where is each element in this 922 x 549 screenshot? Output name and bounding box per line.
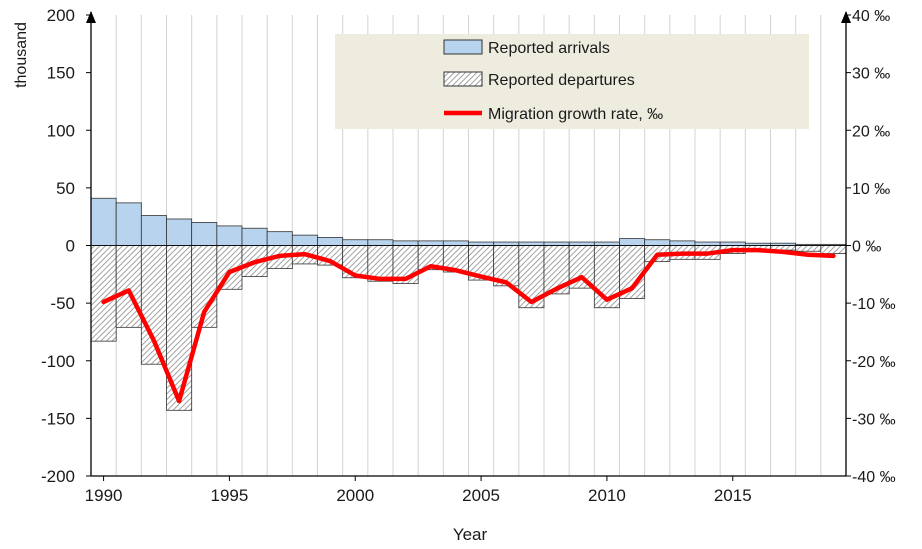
legend-swatch-departures <box>443 71 483 87</box>
bar-arrivals-1997 <box>266 231 293 246</box>
right-tick-label: 10 ‰ <box>852 181 890 198</box>
bar-arrivals-2001 <box>367 239 394 246</box>
left-tick-label: -100 <box>41 352 75 371</box>
right-tick-label: -30 ‰ <box>852 411 896 428</box>
right-tick-label: -10 ‰ <box>852 296 896 313</box>
growth-rate-layer <box>101 247 836 404</box>
left-tick-label: -50 <box>50 294 75 313</box>
bar-arrivals-2000 <box>342 239 369 246</box>
bar-arrivals-2014 <box>694 241 721 246</box>
bar-arrivals-2003 <box>417 240 444 246</box>
right-tick-label: 0 ‰ <box>852 239 881 256</box>
bar-arrivals-1999 <box>317 237 344 246</box>
bar-arrivals-1996 <box>241 227 268 246</box>
axes <box>86 11 851 477</box>
bar-arrivals-1995 <box>216 225 243 246</box>
x-tick-label: 2000 <box>336 486 374 505</box>
bar-arrivals-2015 <box>719 241 746 246</box>
bar-arrivals-2007 <box>518 241 545 246</box>
legend-label-growth-rate: Migration growth rate, ‰ <box>488 106 663 123</box>
arrivals-bars <box>90 197 847 246</box>
x-axis-label: Year <box>453 525 488 544</box>
bar-arrivals-2009 <box>568 241 595 246</box>
right-axis-ticks: 40 ‰ 30 ‰ 20 ‰ 10 ‰ 0 ‰ -10 ‰ -20 ‰ -30 ‰ -40 ‰ <box>846 8 896 486</box>
bar-departures-2018 <box>795 245 822 252</box>
bar-departures-2019 <box>820 245 847 254</box>
legend-background <box>335 34 809 129</box>
left-tick-label: 150 <box>47 64 75 83</box>
x-axis-ticks: 1990 1995 2000 2005 2010 2015 <box>85 476 752 505</box>
bar-arrivals-2005 <box>468 241 495 246</box>
bar-departures-1990 <box>90 245 117 342</box>
right-tick-label: -20 ‰ <box>852 354 896 371</box>
legend-label-arrivals: Reported arrivals <box>488 40 610 57</box>
left-tick-label: -200 <box>41 467 75 486</box>
bar-arrivals-2008 <box>543 241 570 246</box>
legend-label-departures: Reported departures <box>488 72 635 89</box>
bar-arrivals-2012 <box>644 239 671 246</box>
left-axis-arrow <box>86 11 96 23</box>
bar-arrivals-2011 <box>619 238 646 246</box>
left-tick-label: -150 <box>41 409 75 428</box>
bar-arrivals-1993 <box>166 218 193 246</box>
right-tick-label: 40 ‰ <box>852 8 890 25</box>
right-tick-label: -40 ‰ <box>852 469 896 486</box>
legend: Reported arrivals Reported departures Mi… <box>335 34 809 129</box>
left-axis-ticks: 200 150 100 50 0 -50 -100 -150 -200 <box>41 6 91 486</box>
bar-arrivals-1991 <box>115 202 142 246</box>
left-tick-label: 50 <box>56 179 75 198</box>
legend-swatch-arrivals <box>443 39 483 55</box>
left-tick-label: 200 <box>47 6 75 25</box>
bar-arrivals-2004 <box>442 240 469 246</box>
bar-arrivals-2013 <box>669 240 696 246</box>
bar-arrivals-2010 <box>593 241 620 246</box>
bar-arrivals-2006 <box>493 241 520 246</box>
bar-arrivals-1990 <box>90 197 117 246</box>
left-tick-label: 100 <box>47 121 75 140</box>
bar-arrivals-1998 <box>291 234 318 246</box>
right-tick-label: 30 ‰ <box>852 66 890 83</box>
right-axis-arrow <box>841 11 851 23</box>
growth-rate-line <box>101 247 836 404</box>
left-tick-label: 0 <box>66 237 75 256</box>
bar-arrivals-1992 <box>140 215 167 246</box>
right-tick-label: 20 ‰ <box>852 123 890 140</box>
bar-arrivals-2002 <box>392 240 419 246</box>
y-axis-label: thousand <box>13 22 30 88</box>
x-tick-label: 2005 <box>462 486 500 505</box>
x-tick-label: 2015 <box>714 486 752 505</box>
x-tick-label: 1995 <box>211 486 249 505</box>
x-tick-label: 2010 <box>588 486 626 505</box>
bar-departures-1991 <box>115 245 142 328</box>
bar-arrivals-1994 <box>191 222 218 246</box>
x-tick-label: 1990 <box>85 486 123 505</box>
bar-departures-2006 <box>493 245 520 287</box>
